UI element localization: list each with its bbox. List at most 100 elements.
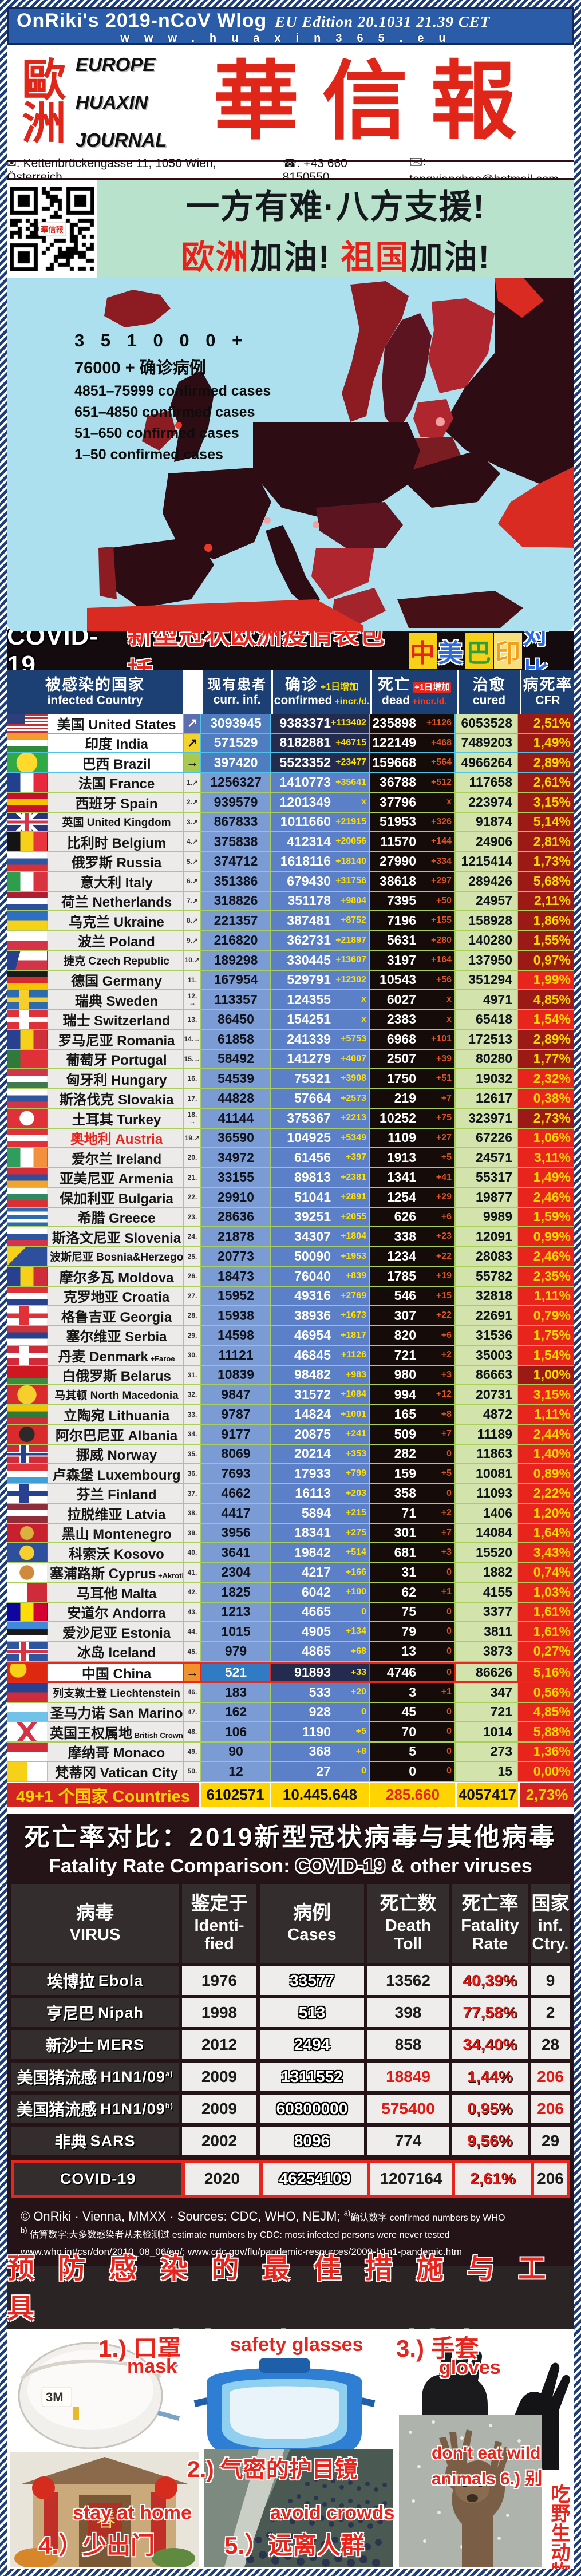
virus-year: 1998 — [182, 1998, 256, 2028]
deaths: 159668 +564 — [370, 753, 454, 772]
cfr: 2,81% — [518, 832, 574, 851]
slogan-fragment: 加油! — [250, 239, 341, 276]
trend-rank: 40. — [184, 1543, 200, 1562]
deaths: 37796 x — [370, 793, 454, 812]
trend-rank: 43. — [184, 1602, 200, 1621]
country-flag — [7, 714, 48, 733]
trend-rank: 27. — [184, 1286, 200, 1305]
covid-row-georgia: 格鲁吉亚 Georgia 28. 15938 38936 +1673 307 +22 2269… — [7, 1306, 574, 1326]
country-name: 摩尔多瓦 Moldova — [59, 1270, 174, 1286]
virus-col-fatality: 死亡率 Fatality Rate — [452, 1884, 528, 1963]
country-name: 保加利亚 Bulgaria — [60, 1191, 173, 1207]
goggles-image — [193, 2357, 376, 2461]
map-legend-item: 3 5 1 0 0 0 + — [74, 330, 248, 350]
slogan-banner: 一方有难·八方支援! 欧洲加油! 祖国加油! — [97, 180, 574, 278]
current-infected: 10839 — [201, 1365, 270, 1384]
deaths: 159 +5 — [370, 1464, 454, 1483]
cured: 7489203 — [456, 733, 517, 752]
cured: 11863 — [456, 1444, 517, 1463]
country-flag — [7, 1346, 48, 1365]
label-wild-cn: 吃野生动物 — [548, 2483, 570, 2570]
deaths: 10252 +75 — [370, 1109, 454, 1128]
cfr: 1,11% — [518, 1286, 574, 1305]
cfr: 1,64% — [518, 1523, 574, 1542]
cured: 4155 — [456, 1583, 517, 1602]
country-name: 白俄罗斯 Belarus — [62, 1369, 171, 1384]
covid-row-denmark: 丹麦 Denmark +Faroe 30. 11121 46845 +1126 721 +2… — [7, 1346, 574, 1366]
col-cured: 治愈 cured — [459, 670, 520, 714]
virus-deaths: 398 — [367, 1998, 449, 2028]
confirmed-cases: 39251 +2055 — [271, 1207, 369, 1226]
deaths: 27990 +334 — [370, 852, 454, 871]
country-name: 英国 United Kingdom — [62, 817, 171, 829]
cfr: 2,61% — [518, 773, 574, 792]
country-flag — [7, 1622, 48, 1641]
cured: 3873 — [456, 1642, 517, 1661]
prevention-section: 3M — [7, 2329, 574, 2570]
virus-countries: 2 — [531, 1998, 570, 2028]
cured: 20731 — [456, 1385, 517, 1404]
slogan-line2: 欧洲加油! 祖国加油! — [181, 230, 491, 278]
virus-name: 埃博拉 Ebola — [11, 1966, 179, 1996]
covid-row-serbia: 塞尔维亚 Serbia 29. 14598 46954 +1817 820 +6 31536 1… — [7, 1326, 574, 1346]
wild-animal-image — [399, 2415, 542, 2567]
cfr: 0,27% — [518, 1642, 574, 1661]
label-crowd-en: avoid crowds — [270, 2502, 395, 2524]
covid-row-luxembourg: 卢森堡 Luxembourg 36. 7693 17933 +799 159 +5 10081… — [7, 1464, 574, 1484]
trend-rank: 8.↗ — [184, 911, 200, 930]
virus-col-cases: 病例 Cases — [260, 1884, 364, 1963]
deaths: 6027 x — [370, 990, 454, 1009]
country-flag — [7, 1405, 48, 1424]
covid-row-portugal: 葡萄牙 Portugal 15.→ 58492 141279 +4007 2507 +39 8… — [7, 1049, 574, 1069]
cfr: 2,44% — [518, 1425, 574, 1444]
cured: 10081 — [456, 1464, 517, 1483]
country-flag — [7, 1444, 48, 1463]
current-infected: 216820 — [201, 931, 270, 950]
current-infected: 571529 — [201, 733, 270, 752]
country-flag — [7, 1683, 48, 1702]
covid-table-title: COVID-19新型冠状欧洲疫情表包括中美巴印对比 — [7, 621, 574, 686]
cured: 721 — [456, 1702, 517, 1721]
virus-name: 亨尼巴 Nipah — [11, 1998, 179, 2028]
trend-rank: 42. — [184, 1583, 200, 1602]
trend-rank: 37. — [184, 1484, 200, 1503]
country-flag — [7, 1722, 48, 1741]
confirmed-cases: 679430 +31756 — [271, 872, 369, 891]
deaths: 7196 +155 — [370, 911, 454, 930]
covid-row-czech-republic: 捷克 Czech Republic 10.↗ 189298 330445 +13607 3… — [7, 951, 574, 971]
virus-fatality-rate: 0,95% — [452, 2095, 528, 2124]
cfr: 2,22% — [518, 1484, 574, 1503]
trend-rank: 20. — [184, 1148, 200, 1167]
virus-countries: 9 — [531, 1966, 570, 1996]
total-confirmed: 10.445.648 — [271, 1783, 369, 1807]
cfr: 2,46% — [518, 1247, 574, 1266]
cured: 158928 — [456, 911, 517, 930]
cfr: 5,88% — [518, 1722, 574, 1741]
cured: 6053528 — [456, 714, 517, 733]
cfr: 0,56% — [518, 1683, 574, 1702]
label-crowd-cn: 5.）远离人群 — [224, 2532, 365, 2559]
confirmed-cases: 91893 +33 — [271, 1664, 369, 1681]
country-name: 意大利 Italy — [80, 875, 153, 891]
cfr: 4,85% — [518, 990, 574, 1009]
covid-row-poland: 波兰 Poland 9.↗ 216820 362731 +21897 5631 +280 14… — [7, 931, 574, 951]
deaths: 31 0 — [370, 1563, 454, 1582]
confirmed-cases: 17933 +799 — [271, 1464, 369, 1483]
deaths: 3197 +164 — [370, 951, 454, 970]
label-goggles-cn: 2.) 气密的护目镜 — [187, 2456, 358, 2482]
site-url: www.huaxin365.eu — [120, 32, 461, 45]
deaths: 79 0 — [370, 1622, 454, 1641]
trend-rank: 45. — [184, 1642, 200, 1661]
virus-fatality-rate: 40,39% — [452, 1966, 528, 1996]
trend-rank: → — [184, 1664, 200, 1681]
deaths: 71 +2 — [370, 1504, 454, 1523]
deaths: 36788 +512 — [370, 773, 454, 792]
fatality-section: 死亡率对比：2019新型冠状病毒与其他病毒 Fatality Rate Comp… — [7, 1814, 574, 2266]
deaths: 307 +22 — [370, 1306, 454, 1325]
country-flag — [7, 1286, 48, 1305]
covid-title-fragment: 美 — [438, 639, 464, 667]
deaths: 235898 +1126 — [370, 714, 454, 733]
phone-icon: ☎ — [282, 157, 297, 170]
confirmed-cases: 46954 +1817 — [271, 1326, 369, 1345]
country-name: 瑞士 Switzerland — [62, 1013, 171, 1029]
